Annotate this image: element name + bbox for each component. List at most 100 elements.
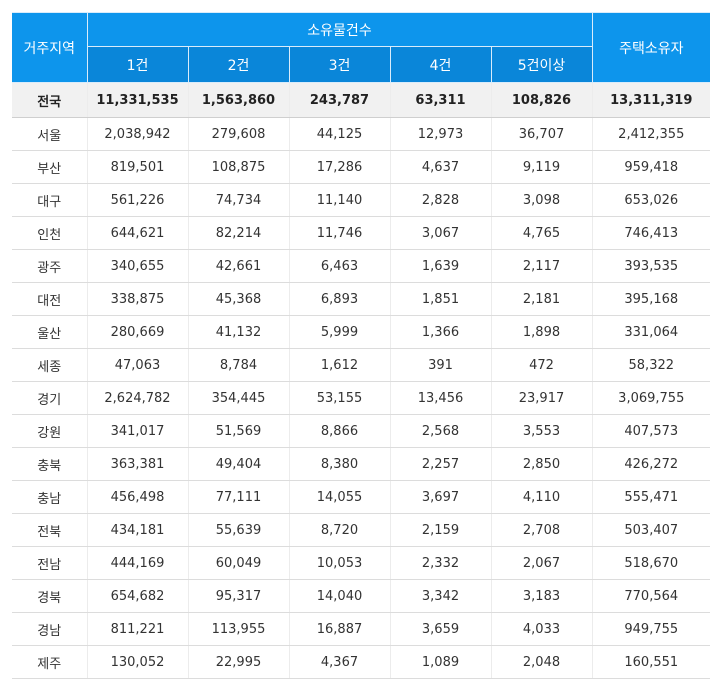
header-count-4: 4건 (389, 46, 492, 83)
cell-housing-owners: 426,272 (592, 447, 711, 481)
cell-count-1: 434,181 (87, 513, 189, 547)
cell-count-5-plus: 23,917 (491, 381, 593, 415)
cell-count-3: 44,125 (289, 117, 391, 151)
cell-region: 경기 (12, 381, 88, 415)
cell-count-4: 3,659 (390, 612, 492, 646)
header-count-5-plus: 5건이상 (490, 46, 593, 83)
cell-count-5-plus: 4,110 (491, 480, 593, 514)
table-row: 충북 363,381 49,404 8,380 2,257 2,850 426,272 (12, 447, 711, 481)
cell-region: 세종 (12, 348, 88, 382)
cell-count-2: 108,875 (188, 150, 290, 184)
cell-count-3: 17,286 (289, 150, 391, 184)
table-row: 전북 434,181 55,639 8,720 2,159 2,708 503,407 (12, 513, 711, 547)
cell-count-2: 22,995 (188, 645, 290, 679)
cell-count-3: 6,463 (289, 249, 391, 283)
cell-count-2: 95,317 (188, 579, 290, 613)
cell-housing-owners: 653,026 (592, 183, 711, 217)
cell-count-5-plus: 2,067 (491, 546, 593, 580)
cell-count-1: 2,624,782 (87, 381, 189, 415)
cell-count-1: 130,052 (87, 645, 189, 679)
cell-count-2: 41,132 (188, 315, 290, 349)
cell-count-1: 47,063 (87, 348, 189, 382)
cell-count-1: 819,501 (87, 150, 189, 184)
table-row: 경북 654,682 95,317 14,040 3,342 3,183 770,564 (12, 579, 711, 613)
cell-count-3: 14,040 (289, 579, 391, 613)
cell-count-1: 11,331,535 (87, 82, 189, 118)
cell-region: 서울 (12, 117, 88, 151)
cell-count-1: 280,669 (87, 315, 189, 349)
table-header: 거주지역 소유물건수 주택소유자 1건 2건 3건 4건 5건이상 (12, 11, 711, 83)
cell-count-1: 363,381 (87, 447, 189, 481)
cell-housing-owners: 393,535 (592, 249, 711, 283)
cell-count-3: 1,612 (289, 348, 391, 382)
table-row: 충남 456,498 77,111 14,055 3,697 4,110 555,471 (12, 480, 711, 514)
cell-count-2: 74,734 (188, 183, 290, 217)
cell-count-5-plus: 2,850 (491, 447, 593, 481)
cell-count-2: 51,569 (188, 414, 290, 448)
cell-count-3: 14,055 (289, 480, 391, 514)
cell-region: 울산 (12, 315, 88, 349)
cell-count-5-plus: 2,181 (491, 282, 593, 316)
cell-count-5-plus: 3,553 (491, 414, 593, 448)
cell-count-2: 45,368 (188, 282, 290, 316)
cell-count-2: 113,955 (188, 612, 290, 646)
table-row: 부산 819,501 108,875 17,286 4,637 9,119 959,418 (12, 150, 711, 184)
table-row: 경남 811,221 113,955 16,887 3,659 4,033 949,755 (12, 612, 711, 646)
cell-housing-owners: 555,471 (592, 480, 711, 514)
cell-count-3: 11,746 (289, 216, 391, 250)
cell-count-4: 13,456 (390, 381, 492, 415)
cell-count-3: 53,155 (289, 381, 391, 415)
cell-count-4: 2,828 (390, 183, 492, 217)
cell-housing-owners: 3,069,755 (592, 381, 711, 415)
cell-count-5-plus: 9,119 (491, 150, 593, 184)
cell-count-4: 2,159 (390, 513, 492, 547)
cell-count-2: 49,404 (188, 447, 290, 481)
cell-count-2: 77,111 (188, 480, 290, 514)
cell-count-4: 1,089 (390, 645, 492, 679)
table-row: 전남 444,169 60,049 10,053 2,332 2,067 518,670 (12, 546, 711, 580)
housing-owners-table-container: 거주지역 소유물건수 주택소유자 1건 2건 3건 4건 5건이상 전국 11,3… (12, 11, 711, 679)
cell-housing-owners: 746,413 (592, 216, 711, 250)
table-total-row: 전국 11,331,535 1,563,860 243,787 63,311 108,82… (12, 82, 711, 118)
cell-count-4: 1,851 (390, 282, 492, 316)
cell-region: 충남 (12, 480, 88, 514)
table-body: 전국 11,331,535 1,563,860 243,787 63,311 108,82… (12, 82, 711, 679)
cell-region: 전북 (12, 513, 88, 547)
cell-region: 대전 (12, 282, 88, 316)
cell-count-1: 341,017 (87, 414, 189, 448)
cell-count-2: 279,608 (188, 117, 290, 151)
cell-region: 전남 (12, 546, 88, 580)
cell-count-3: 8,720 (289, 513, 391, 547)
cell-count-4: 2,332 (390, 546, 492, 580)
cell-count-2: 8,784 (188, 348, 290, 382)
cell-count-3: 8,380 (289, 447, 391, 481)
cell-count-5-plus: 4,033 (491, 612, 593, 646)
cell-count-1: 338,875 (87, 282, 189, 316)
cell-count-3: 5,999 (289, 315, 391, 349)
table-row: 경기 2,624,782 354,445 53,155 13,456 23,917 3,06… (12, 381, 711, 415)
cell-housing-owners: 2,412,355 (592, 117, 711, 151)
cell-count-5-plus: 2,708 (491, 513, 593, 547)
cell-housing-owners: 949,755 (592, 612, 711, 646)
cell-count-5-plus: 2,048 (491, 645, 593, 679)
cell-housing-owners: 58,322 (592, 348, 711, 382)
cell-count-1: 654,682 (87, 579, 189, 613)
cell-housing-owners: 395,168 (592, 282, 711, 316)
cell-count-2: 60,049 (188, 546, 290, 580)
table-row: 제주 130,052 22,995 4,367 1,089 2,048 160,551 (12, 645, 711, 679)
cell-count-3: 11,140 (289, 183, 391, 217)
cell-count-5-plus: 2,117 (491, 249, 593, 283)
cell-count-1: 340,655 (87, 249, 189, 283)
cell-count-5-plus: 472 (491, 348, 593, 382)
cell-count-4: 1,639 (390, 249, 492, 283)
cell-housing-owners: 503,407 (592, 513, 711, 547)
cell-count-5-plus: 36,707 (491, 117, 593, 151)
header-housing-owners: 주택소유자 (591, 12, 711, 83)
cell-count-2: 1,563,860 (188, 82, 290, 118)
table-row: 울산 280,669 41,132 5,999 1,366 1,898 331,064 (12, 315, 711, 349)
cell-housing-owners: 407,573 (592, 414, 711, 448)
cell-region: 광주 (12, 249, 88, 283)
cell-count-3: 16,887 (289, 612, 391, 646)
cell-housing-owners: 770,564 (592, 579, 711, 613)
cell-count-5-plus: 3,098 (491, 183, 593, 217)
